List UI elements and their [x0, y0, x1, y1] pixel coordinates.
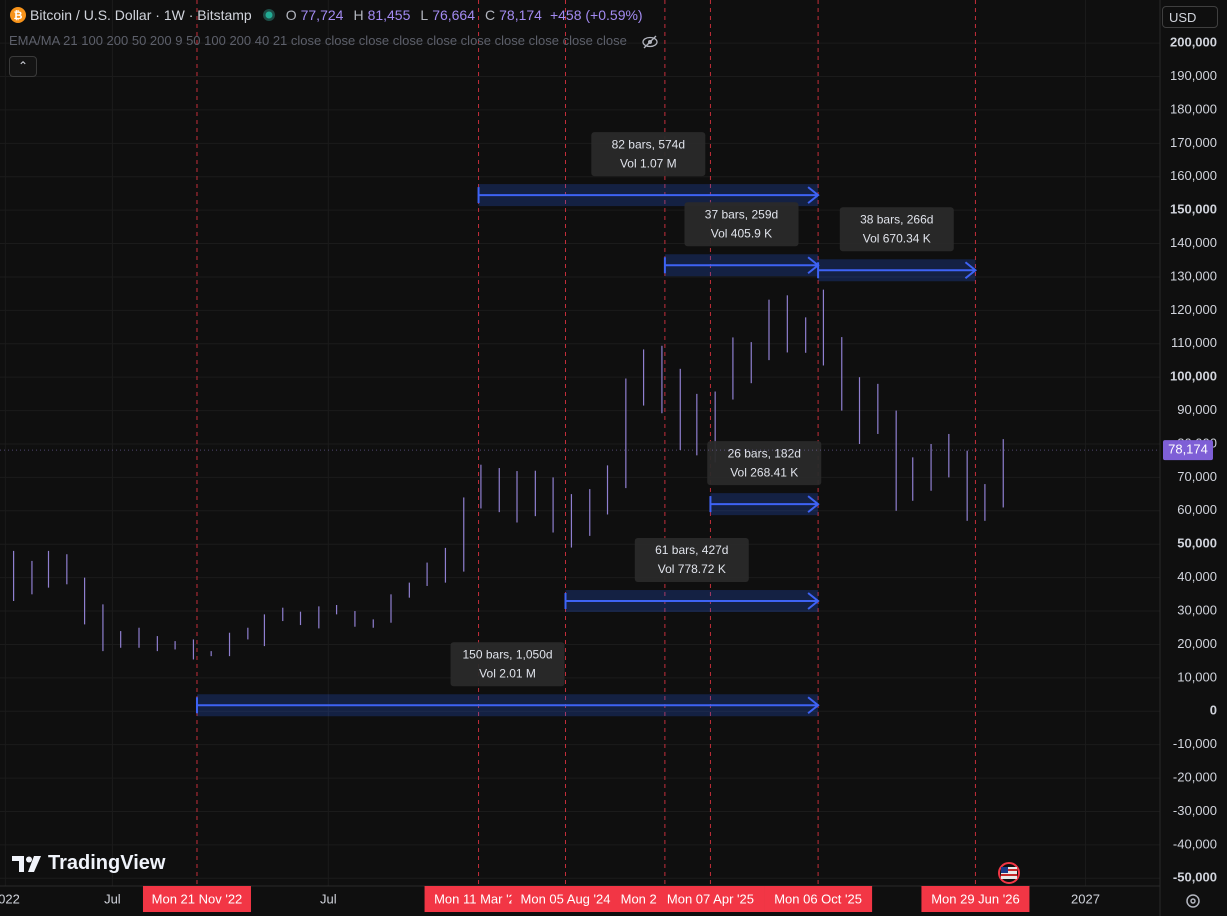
logo-text: TradingView: [48, 852, 166, 874]
marker-label: Mon 06 Oct '25: [774, 891, 862, 906]
y-tick-label: -10,000: [1173, 736, 1217, 751]
range-label-box: [707, 441, 822, 486]
marker-label: Mon 21 Nov '22: [152, 891, 243, 906]
close-label: C: [485, 7, 496, 23]
marker-label: Mon 11 Mar '24: [434, 891, 523, 906]
range-arrow: [807, 495, 820, 513]
high-value: 81,455: [367, 7, 411, 23]
y-tick-label: 40,000: [1177, 569, 1217, 584]
indicator-legend[interactable]: EMA/MA 21 100 200 50 200 9 50 100 200 40…: [9, 33, 659, 50]
x-tick-label: Jul: [320, 891, 337, 906]
marker-label: Mon 05 Aug '24: [521, 891, 611, 906]
range-label-box: [450, 642, 565, 687]
market-status: [262, 9, 275, 21]
range-volume: Vol 670.34 K: [863, 231, 931, 245]
y-tick-label: 60,000: [1177, 502, 1217, 517]
range-bars: 26 bars, 182d: [728, 446, 801, 460]
low-label: L: [420, 7, 429, 23]
range-volume: Vol 268.41 K: [730, 465, 798, 479]
y-tick-label: 10,000: [1177, 669, 1217, 684]
open-label: O: [285, 7, 297, 23]
range-volume: Vol 1.07 M: [620, 156, 677, 170]
y-tick-label: -30,000: [1173, 803, 1217, 818]
collapse-button[interactable]: ⌃: [9, 56, 37, 77]
y-tick-label: -20,000: [1173, 770, 1217, 785]
range-bars: 37 bars, 259d: [705, 207, 778, 221]
range-bars: 150 bars, 1,050d: [462, 647, 552, 661]
range-bars: 38 bars, 266d: [860, 212, 933, 226]
y-tick-label: 0: [1210, 703, 1217, 718]
marker-label-box: [511, 886, 620, 912]
range-label-box: [634, 538, 749, 583]
y-tick-label: 190,000: [1170, 68, 1217, 83]
grid-layer: [0, 0, 1160, 886]
last-price-label: 78,174: [1168, 442, 1208, 457]
y-tick-label: 140,000: [1170, 235, 1217, 250]
legend-header: ₿ Bitcoin / U.S. Dollar · 1W · Bitstamp …: [10, 7, 643, 23]
y-tick-label: 170,000: [1170, 135, 1217, 150]
logo-icon: [12, 855, 41, 872]
y-tick-label: 150,000: [1170, 202, 1217, 217]
y-tick-label: 200,000: [1170, 35, 1217, 50]
bitcoin-icon: ₿: [10, 7, 26, 23]
last-price-box: [1163, 440, 1213, 461]
open-value: 77,724: [300, 7, 344, 23]
marker-label-box: [764, 886, 873, 912]
flag-ring: [998, 862, 1020, 884]
y-tick-label: 180,000: [1170, 101, 1217, 116]
flag-canton: [1001, 867, 1008, 873]
y-tick-label: 100,000: [1170, 369, 1217, 384]
marker-label: Mon 07 Apr '25: [667, 891, 754, 906]
y-tick-label: 160,000: [1170, 168, 1217, 183]
range-arrow: [807, 186, 820, 204]
change: +458 (+0.59%): [549, 7, 643, 23]
range-volume: Vol 2.01 M: [479, 666, 536, 680]
range-arrow: [807, 592, 820, 610]
x-tick-label: 2022: [0, 891, 20, 906]
y-tick-label: 120,000: [1170, 302, 1217, 317]
settings-icon[interactable]: [1186, 894, 1200, 908]
range-volume: Vol 778.72 K: [658, 562, 726, 576]
y-tick-label: 20,000: [1177, 636, 1217, 651]
currency-select[interactable]: USD: [1162, 6, 1218, 28]
marker-label-box: [142, 886, 251, 912]
y-tick-label: 90,000: [1177, 402, 1217, 417]
indicator-text: EMA/MA 21 100 200 50 200 9 50 100 200 40…: [9, 33, 627, 48]
marker-label: Mon 29 Jun '26: [931, 891, 1020, 906]
y-tick-label: 70,000: [1177, 469, 1217, 484]
y-tick-label: 30,000: [1177, 602, 1217, 617]
close-value: 78,174: [499, 7, 542, 23]
range-arrow: [807, 696, 820, 715]
y-tick-label: -40,000: [1173, 836, 1217, 851]
y-tick-label: 130,000: [1170, 268, 1217, 283]
y-tick-label: 50,000: [1177, 536, 1217, 551]
range-volume: Vol 405.9 K: [711, 226, 772, 240]
y-tick-label: 110,000: [1171, 335, 1217, 350]
gear-hub: [1190, 898, 1196, 904]
x-tick-label: 2027: [1071, 891, 1100, 906]
symbol[interactable]: Bitcoin / U.S. Dollar · 1W · Bitstamp: [30, 7, 252, 23]
bar-layer: [13, 289, 1004, 660]
marker-label-box: [921, 886, 1030, 912]
range-label-box: [684, 202, 799, 247]
svg-text:₿: ₿: [14, 10, 23, 22]
marker-label-box: [656, 886, 765, 912]
hide-icon[interactable]: [641, 34, 659, 50]
high-label: H: [353, 7, 364, 23]
range-arrow: [964, 261, 978, 280]
range-label-box: [839, 207, 954, 252]
measure-layer: 150 bars, 1,050d Vol 2.01 M 61 bars, 427d V…: [195, 132, 978, 717]
axis-layer: 200,000 190,000 180,000 170,000 160,000 150,0…: [0, 35, 1217, 912]
x-tick-label: Jul: [104, 891, 121, 906]
low-value: 76,664: [432, 7, 476, 23]
range-label-box: [591, 132, 706, 177]
y-tick-label: -50,000: [1173, 870, 1217, 885]
flag-icon[interactable]: [998, 862, 1020, 884]
range-bars: 61 bars, 427d: [655, 543, 728, 557]
range-bars: 82 bars, 574d: [612, 137, 685, 151]
gear: [1186, 894, 1200, 908]
logo: TradingView: [12, 852, 165, 875]
